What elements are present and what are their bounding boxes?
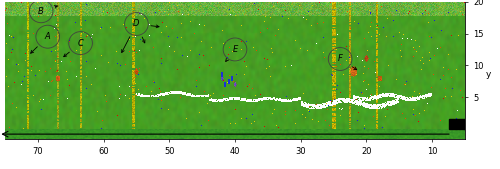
Text: D: D (133, 19, 140, 28)
Text: x: x (458, 122, 464, 131)
Text: A: A (45, 32, 51, 41)
Text: B: B (38, 7, 44, 16)
Y-axis label: y: y (486, 70, 490, 79)
Text: E: E (232, 45, 237, 54)
Bar (448, 119, 465, 129)
Text: C: C (78, 39, 84, 48)
Text: F: F (338, 54, 342, 64)
